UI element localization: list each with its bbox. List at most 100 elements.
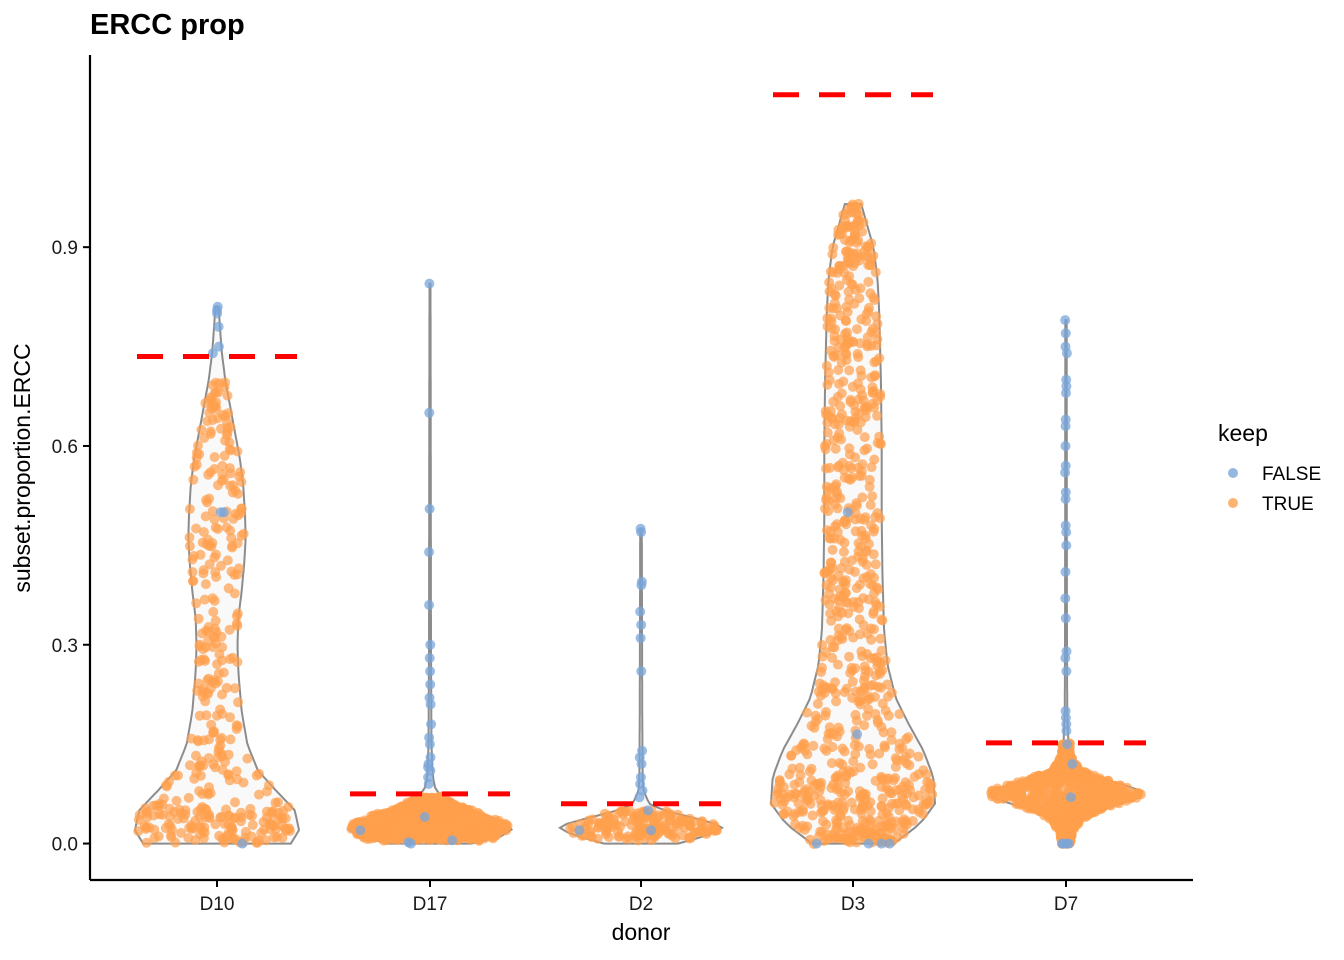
point-true: [209, 514, 220, 525]
point-true: [217, 460, 228, 471]
point-true: [1056, 802, 1067, 813]
point-true: [173, 770, 183, 781]
point-true: [230, 797, 240, 808]
point-true: [585, 826, 596, 837]
point-true: [258, 817, 269, 827]
point-true: [852, 425, 863, 435]
point-false: [1060, 328, 1071, 339]
point-true: [656, 825, 667, 836]
point-true: [475, 813, 486, 824]
point-true: [646, 835, 657, 846]
point-true: [188, 576, 199, 586]
point-false: [852, 729, 863, 740]
point-true: [875, 633, 886, 644]
point-true: [787, 763, 798, 774]
point-true: [859, 445, 870, 456]
point-true: [186, 733, 197, 744]
point-true: [231, 766, 242, 777]
point-true: [232, 620, 243, 631]
y-tick-label: 0.0: [52, 835, 78, 856]
point-true: [901, 758, 912, 769]
point-true: [856, 470, 867, 481]
point-false: [425, 666, 436, 677]
point-true: [835, 810, 846, 821]
point-true: [861, 316, 872, 326]
point-true: [853, 741, 864, 752]
point-true: [685, 821, 696, 832]
point-true: [216, 631, 227, 642]
point-true: [208, 726, 219, 737]
point-false: [425, 679, 436, 690]
point-true: [254, 768, 264, 779]
point-true: [209, 452, 220, 463]
point-true: [225, 468, 236, 479]
point-true: [235, 467, 246, 478]
point-true: [857, 390, 868, 401]
point-true: [227, 487, 238, 498]
point-true: [231, 611, 242, 621]
legend-key-false: [1228, 468, 1238, 478]
point-true: [886, 823, 896, 833]
point-true: [843, 608, 854, 619]
point-false: [876, 838, 887, 849]
point-true: [140, 803, 151, 814]
point-true: [225, 734, 236, 745]
point-true: [841, 246, 852, 257]
point-true: [861, 545, 872, 556]
point-true: [870, 670, 881, 681]
point-true: [217, 764, 228, 775]
point-true: [686, 832, 697, 843]
point-false: [636, 666, 647, 677]
point-true: [148, 800, 159, 811]
point-true: [850, 413, 861, 423]
point-true: [853, 198, 864, 209]
point-true: [207, 593, 218, 604]
point-true: [818, 680, 829, 691]
point-true: [824, 599, 835, 610]
point-true: [210, 377, 221, 388]
point-true: [256, 828, 267, 838]
point-true: [825, 608, 836, 619]
point-false: [237, 838, 248, 849]
point-true: [201, 688, 212, 699]
point-true: [827, 249, 838, 260]
point-true: [1083, 779, 1094, 790]
point-true: [882, 774, 893, 785]
point-true: [213, 743, 224, 754]
point-true: [254, 789, 264, 800]
point-true: [826, 557, 837, 568]
point-true: [226, 533, 237, 543]
point-true: [839, 537, 850, 548]
point-true: [872, 508, 883, 519]
point-true: [830, 677, 840, 688]
point-true: [860, 512, 871, 523]
point-false: [1062, 739, 1073, 750]
point-true: [565, 823, 576, 834]
point-false: [1061, 646, 1072, 657]
point-true: [195, 770, 206, 781]
point-true: [448, 809, 459, 820]
point-true: [399, 801, 410, 812]
point-true: [831, 696, 842, 707]
point-true: [261, 786, 272, 797]
point-true: [833, 365, 844, 375]
point-true: [852, 378, 863, 389]
point-true: [867, 382, 878, 393]
point-true: [465, 814, 476, 825]
point-true: [824, 588, 834, 599]
point-true: [1041, 805, 1052, 815]
point-true: [186, 820, 197, 831]
point-false: [1061, 666, 1072, 677]
point-true: [709, 820, 720, 831]
point-true: [217, 469, 228, 480]
point-false: [646, 825, 657, 836]
point-true: [816, 667, 827, 677]
point-true: [198, 833, 209, 844]
point-true: [828, 267, 838, 278]
point-true: [870, 559, 881, 570]
point-true: [620, 833, 631, 844]
point-true: [268, 821, 279, 832]
point-true: [1133, 788, 1144, 798]
point-true: [866, 634, 877, 645]
point-true: [843, 815, 854, 826]
